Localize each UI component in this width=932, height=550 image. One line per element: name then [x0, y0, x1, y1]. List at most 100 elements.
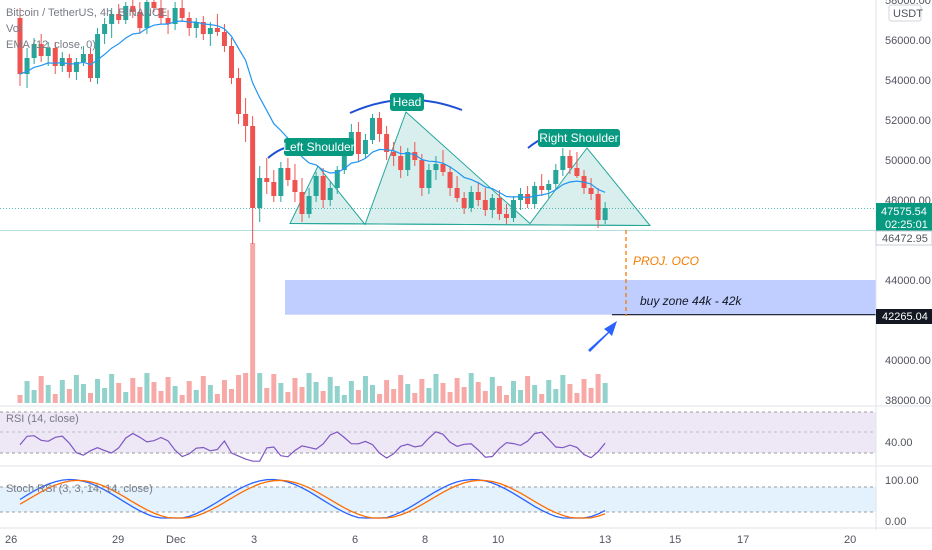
candle-body	[80, 54, 86, 62]
proj-oco-label: PROJ. OCO	[633, 254, 699, 268]
candle-body	[109, 14, 115, 24]
volume-bar	[348, 381, 354, 403]
volume-bar	[109, 374, 115, 403]
countdown-label: 02:25:01	[885, 219, 928, 231]
volume-bar	[200, 376, 206, 403]
right-shoulder-label-box	[538, 129, 620, 147]
volume-bar	[229, 389, 234, 403]
volume-bar	[440, 383, 446, 403]
left-shoulder-label-text: Left Shoulder	[283, 140, 354, 154]
volume-bar	[151, 382, 157, 403]
candlesticks	[17, 0, 608, 244]
volume-bar	[482, 391, 488, 403]
volume-bar	[489, 377, 495, 403]
volume-bar	[172, 386, 178, 403]
candle-body	[384, 134, 390, 152]
time-tick: 3	[251, 534, 257, 546]
candle-body	[313, 176, 319, 196]
candle-body	[95, 34, 101, 78]
candle-body	[468, 192, 474, 208]
candle-body	[123, 6, 129, 20]
volume-bar	[560, 375, 566, 403]
volume-bar	[405, 384, 411, 403]
time-tick: 8	[422, 534, 428, 546]
volume-bar	[433, 374, 439, 403]
candle-body	[475, 192, 481, 200]
volume-bar	[130, 378, 136, 403]
rsi-tick-40: 40.00	[885, 437, 913, 449]
candle-body	[243, 114, 249, 126]
candle-body	[38, 44, 44, 56]
head-and-shoulders-pattern	[0, 111, 876, 232]
candle-body	[285, 168, 291, 180]
candle-body	[236, 78, 242, 114]
volume-bar	[546, 380, 552, 403]
candle-body	[24, 58, 30, 74]
volume-bar	[38, 376, 44, 403]
volume-bar	[214, 394, 220, 403]
candle-body	[574, 168, 580, 176]
candle-body	[88, 54, 93, 78]
time-tick: 13	[599, 534, 611, 546]
volume-bar	[447, 392, 453, 403]
candle-body	[433, 164, 439, 170]
price-tick: 58000.00	[885, 0, 931, 7]
volume-bar	[45, 385, 51, 403]
volume-bar	[80, 384, 86, 403]
candle-body	[102, 24, 108, 34]
candle-body	[511, 200, 516, 218]
volume-bar	[207, 385, 213, 403]
candle-body	[355, 132, 361, 154]
volume-bar	[454, 378, 460, 403]
price-tick: 38000.00	[885, 395, 931, 407]
time-tick: 20	[844, 534, 856, 546]
candle-body	[489, 198, 495, 210]
candle-body	[560, 156, 566, 170]
candle-body	[370, 118, 375, 140]
volume-bar	[581, 379, 587, 403]
volume-bars	[17, 243, 608, 403]
volume-bar	[327, 377, 333, 403]
candle-body	[31, 44, 37, 58]
volume-bar	[144, 373, 150, 403]
volume-bar	[123, 392, 129, 403]
volume-bar	[595, 374, 601, 403]
rsi-legend: RSI (14, close)	[6, 413, 79, 425]
candle-body	[130, 6, 136, 12]
time-tick: 10	[492, 534, 504, 546]
volume-bar	[377, 394, 383, 403]
candle-body	[567, 156, 573, 168]
candle-body	[144, 2, 150, 28]
volume-bar	[306, 373, 312, 403]
ema-legend[interactable]: EMA (12, close, 0)	[6, 39, 96, 51]
volume-bar	[313, 382, 319, 403]
candle-body	[271, 182, 277, 196]
up-arrow-icon	[588, 321, 617, 352]
volume-bar	[158, 391, 164, 403]
volume-bar	[391, 389, 397, 403]
candle-body	[525, 194, 531, 204]
volume-bar	[553, 389, 559, 403]
candle-body	[327, 188, 333, 200]
volume-bar	[95, 379, 101, 403]
main-pane[interactable]	[0, 0, 876, 405]
candle-body	[292, 180, 298, 192]
currency-badge[interactable]	[888, 4, 922, 22]
candle-body	[532, 186, 538, 204]
buy-zone	[285, 280, 876, 316]
stoch-d-line	[19, 479, 606, 519]
volume-bar	[278, 383, 284, 403]
candle-body	[546, 184, 552, 190]
candle-body	[320, 176, 326, 200]
price-axis-pane[interactable]	[876, 0, 932, 530]
symbol-title[interactable]: Bitcoin / TetherUS, 4h, BINANCE	[6, 7, 167, 19]
candle-body	[158, 8, 164, 18]
rsi-line	[19, 431, 606, 462]
candle-body	[539, 186, 545, 190]
candle-body	[362, 140, 368, 154]
volume-bar	[193, 390, 199, 403]
stoch-tick-100: 100.00	[885, 475, 919, 487]
candle-body	[73, 62, 79, 72]
volume-bar	[299, 387, 305, 403]
